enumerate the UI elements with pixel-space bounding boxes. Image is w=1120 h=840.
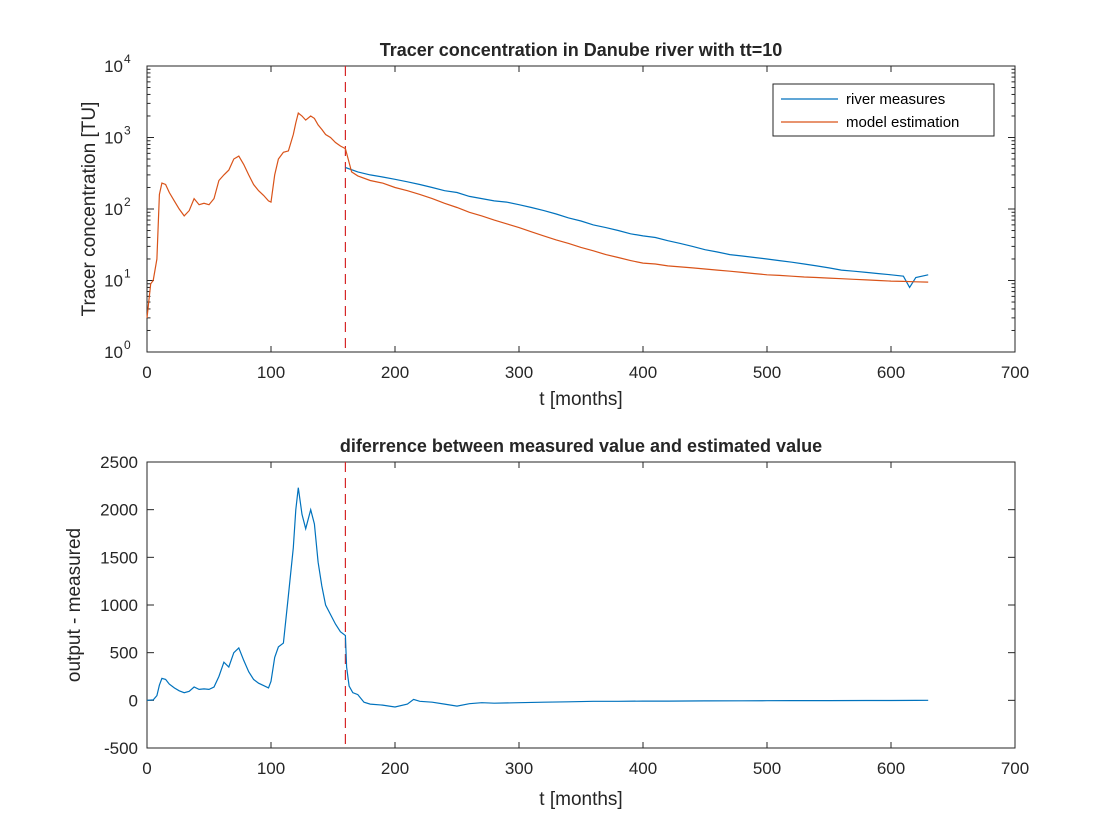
top-chart-title: Tracer concentration in Danube river wit… (380, 40, 783, 60)
bottom-x-tick-label: 300 (505, 759, 533, 778)
top-y-tick-label: 10 (104, 129, 123, 148)
bottom-x-tick-label: 400 (629, 759, 657, 778)
top-y-tick-exponent: 3 (124, 124, 131, 138)
bottom-x-tick-label: 100 (257, 759, 285, 778)
bottom-y-tick-label: 1500 (100, 548, 138, 567)
bottom-y-tick-label: -500 (104, 739, 138, 758)
top-x-tick-label: 100 (257, 363, 285, 382)
top-y-tick-label: 10 (104, 200, 123, 219)
bottom-y-axis: -500 0 500 1000 1500 2000 2500 (100, 453, 1015, 758)
top-y-tick-label: 10 (104, 343, 123, 362)
top-x-tick-label: 400 (629, 363, 657, 382)
top-y-tick-label: 10 (104, 272, 123, 291)
bottom-y-tick-label: 1000 (100, 596, 138, 615)
bottom-x-axis: 0 100 200 300 400 500 600 700 (142, 462, 1029, 778)
series-river-measures-line (345, 166, 929, 289)
bottom-x-tick-label: 500 (753, 759, 781, 778)
top-x-tick-label: 600 (877, 363, 905, 382)
top-x-tick-label: 300 (505, 363, 533, 382)
top-y-tick-exponent: 2 (124, 195, 131, 209)
top-y-axis-label: Tracer concentration [TU] (79, 102, 100, 317)
top-y-tick-label: 10 (104, 57, 123, 76)
top-x-axis-label: t [months] (539, 389, 622, 410)
bottom-x-tick-label: 200 (381, 759, 409, 778)
bottom-x-axis-label: t [months] (539, 789, 622, 810)
top-x-tick-label: 500 (753, 363, 781, 382)
legend-river-measures-label: river measures (846, 91, 945, 108)
legend: river measures model estimation (772, 83, 995, 137)
top-y-tick-exponent: 4 (124, 52, 131, 66)
bottom-y-tick-label: 0 (129, 691, 138, 710)
top-y-tick-exponent: 0 (124, 338, 131, 352)
top-x-tick-label: 200 (381, 363, 409, 382)
top-y-tick-exponent: 1 (124, 267, 131, 281)
series-model-estimation-line (146, 111, 929, 318)
bottom-y-tick-label: 500 (110, 644, 138, 663)
bottom-x-tick-label: 700 (1001, 759, 1029, 778)
bottom-y-tick-label: 2500 (100, 453, 138, 472)
bottom-y-tick-label: 2000 (100, 501, 138, 520)
top-x-tick-label: 700 (1001, 363, 1029, 382)
bottom-x-tick-label: 600 (877, 759, 905, 778)
bottom-y-axis-label: output - measured (64, 528, 85, 682)
bottom-chart: diferrence between measured value and es… (64, 436, 1029, 810)
bottom-chart-title: diferrence between measured value and es… (340, 436, 822, 456)
top-x-axis: 0 100 200 300 400 500 600 700 (142, 66, 1029, 382)
bottom-x-tick-label: 0 (142, 759, 151, 778)
series-difference-line (146, 487, 929, 708)
bottom-plot-area (146, 461, 1016, 749)
legend-box (772, 83, 995, 137)
top-x-tick-label: 0 (142, 363, 151, 382)
legend-model-estimation-label: model estimation (846, 114, 959, 131)
top-chart: Tracer concentration in Danube river wit… (79, 40, 1029, 410)
